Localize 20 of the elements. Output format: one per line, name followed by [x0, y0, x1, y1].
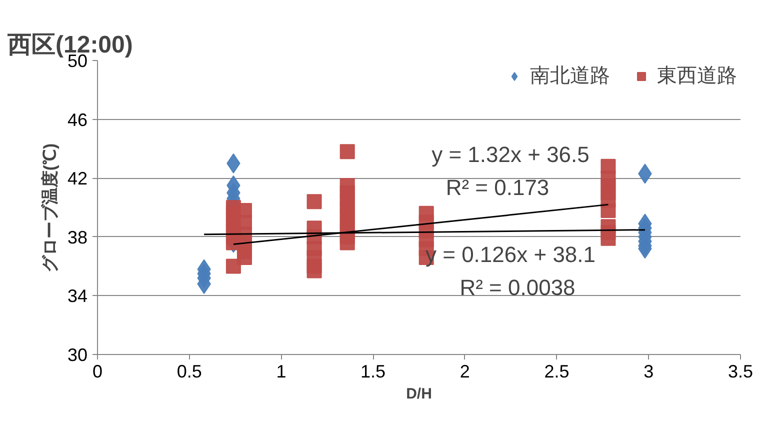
- x-tick-label: 1: [276, 362, 286, 382]
- legend-label: 東西道路: [657, 64, 737, 89]
- x-tick-label: 0: [92, 362, 103, 382]
- y-tick-label: 34: [67, 286, 88, 306]
- y-tick-label: 38: [67, 227, 88, 248]
- x-axis-title: D/H: [406, 386, 432, 402]
- y-tick-label: 42: [67, 168, 88, 189]
- annotation: R² = 0.173: [446, 175, 550, 200]
- x-tick-label: 2: [460, 362, 470, 382]
- legend-label: 南北道路: [530, 64, 610, 89]
- x-tick-label: 3.5: [728, 362, 754, 382]
- y-tick-label: 30: [67, 345, 88, 365]
- annotation: R² = 0.0038: [460, 275, 576, 300]
- x-tick-label: 3: [644, 362, 654, 382]
- x-tick-label: 2.5: [544, 362, 570, 382]
- y-tick-label: 46: [67, 110, 88, 130]
- y-axis-title: グローブ温度(℃): [40, 143, 60, 273]
- x-tick-label: 1.5: [360, 362, 386, 382]
- annotation: y = 1.32x + 36.5: [432, 142, 590, 167]
- x-tick-label: 0.5: [176, 362, 202, 382]
